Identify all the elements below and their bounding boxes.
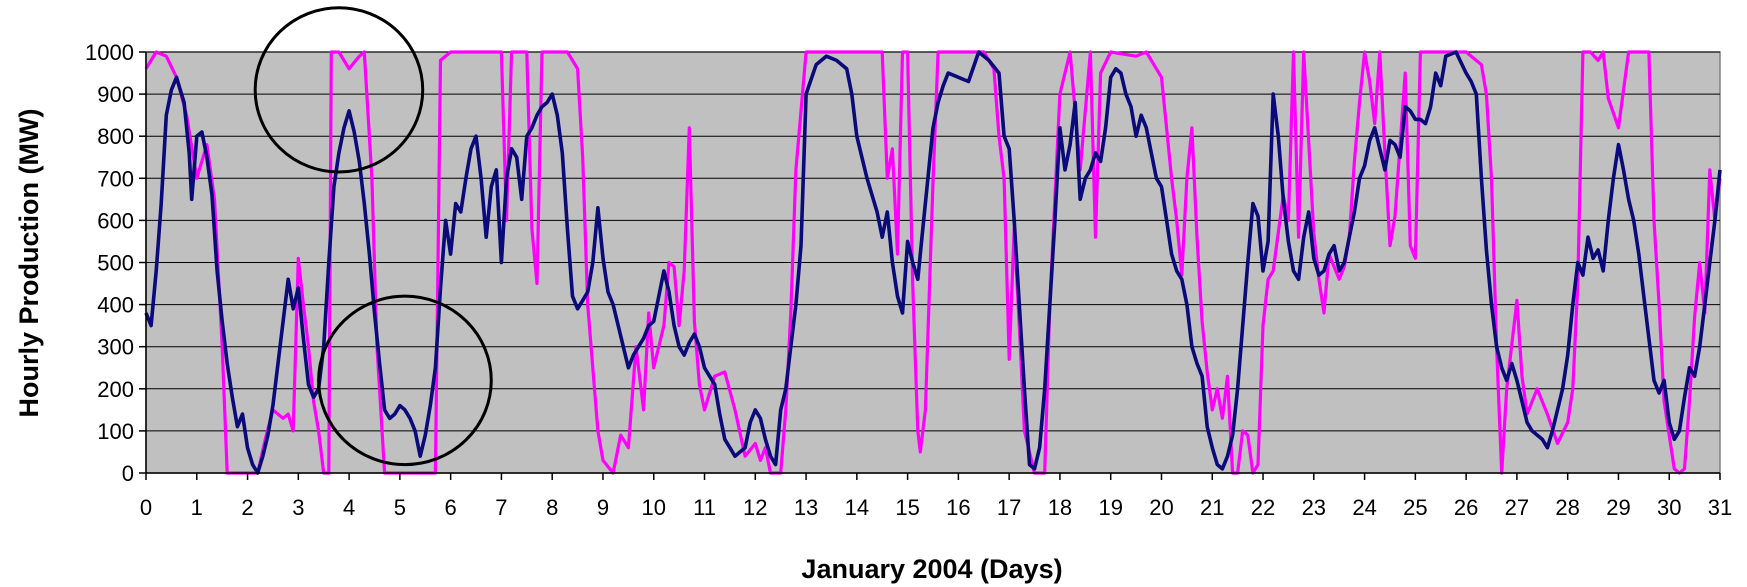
x-tick-label: 5 bbox=[394, 495, 406, 520]
x-tick-label: 17 bbox=[997, 495, 1021, 520]
x-tick-label: 11 bbox=[693, 495, 716, 520]
x-axis-title: January 2004 (Days) bbox=[801, 554, 1062, 584]
x-tick-label: 3 bbox=[292, 495, 304, 520]
x-tick-label: 24 bbox=[1352, 495, 1376, 520]
x-tick-label: 6 bbox=[445, 495, 457, 520]
x-tick-label: 25 bbox=[1403, 495, 1427, 520]
x-tick-label: 30 bbox=[1657, 495, 1681, 520]
axes bbox=[139, 51, 1721, 480]
y-tick-label: 800 bbox=[97, 124, 134, 149]
x-tick-label: 26 bbox=[1454, 495, 1478, 520]
y-tick-label: 0 bbox=[122, 461, 134, 486]
x-tick-label: 15 bbox=[895, 495, 919, 520]
x-tick-label: 13 bbox=[794, 495, 818, 520]
x-tick-labels: 0 1 2 3 4 5 6 7 8 9 10 11 12 13 14 15 16 17 18 19 20 21 22 23 24… bbox=[140, 495, 1732, 520]
annotation-circle-2 bbox=[317, 294, 493, 467]
x-tick-label: 12 bbox=[743, 495, 767, 520]
y-tick-label: 300 bbox=[97, 335, 134, 360]
x-tick-label: 22 bbox=[1251, 495, 1275, 520]
x-tick-label: 10 bbox=[641, 495, 665, 520]
x-tick-label: 2 bbox=[241, 495, 253, 520]
x-tick-label: 28 bbox=[1555, 495, 1579, 520]
x-tick-label: 19 bbox=[1098, 495, 1122, 520]
y-tick-label: 100 bbox=[97, 419, 134, 444]
y-axis-title: Hourly Production (MW) bbox=[14, 109, 44, 418]
x-tick-label: 1 bbox=[191, 495, 203, 520]
x-tick-label: 4 bbox=[343, 495, 355, 520]
y-tick-label: 900 bbox=[97, 82, 134, 107]
x-tick-label: 27 bbox=[1505, 495, 1529, 520]
annotation-circle-1 bbox=[253, 6, 425, 174]
series-line-2 bbox=[144, 50, 1722, 475]
x-tick-label: 0 bbox=[140, 495, 152, 520]
y-tick-label: 600 bbox=[97, 208, 134, 233]
x-tick-label: 29 bbox=[1606, 495, 1630, 520]
x-tick-label: 14 bbox=[845, 495, 869, 520]
y-tick-labels: 0 100 200 300 400 500 600 700 800 900 1000 bbox=[85, 40, 134, 486]
y-tick-label: 200 bbox=[97, 377, 134, 402]
x-tick-label: 18 bbox=[1048, 495, 1072, 520]
x-tick-label: 8 bbox=[546, 495, 558, 520]
y-tick-label: 1000 bbox=[85, 40, 134, 65]
x-tick-label: 7 bbox=[495, 495, 507, 520]
x-tick-label: 9 bbox=[597, 495, 609, 520]
annotation-group bbox=[253, 6, 493, 467]
x-tick-label: 20 bbox=[1149, 495, 1173, 520]
x-tick-label: 21 bbox=[1200, 495, 1224, 520]
x-tick-label: 23 bbox=[1302, 495, 1326, 520]
y-tick-label: 500 bbox=[97, 251, 134, 276]
y-tick-label: 700 bbox=[97, 166, 134, 191]
gridlines bbox=[146, 51, 1720, 432]
x-tick-label: 16 bbox=[946, 495, 970, 520]
x-tick-label: 31 bbox=[1708, 495, 1732, 520]
y-tick-label: 400 bbox=[97, 293, 134, 318]
